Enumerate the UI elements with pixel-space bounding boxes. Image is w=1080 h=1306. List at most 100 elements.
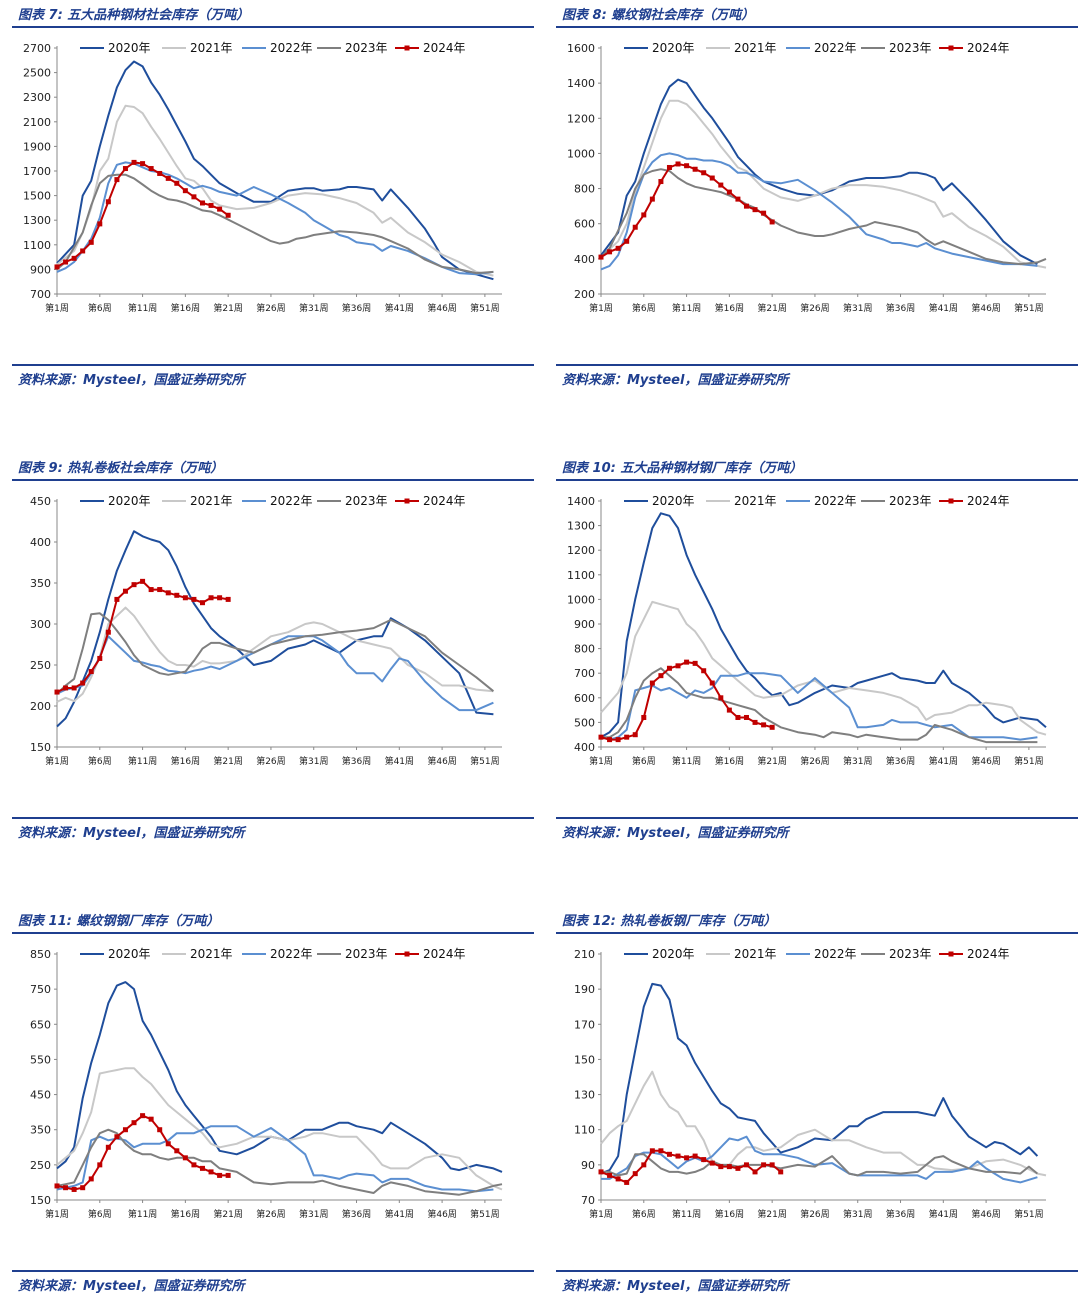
y-tick-label: 1500	[23, 190, 51, 203]
panel-title: 图表 10: 五大品种钢材钢厂库存（万吨）	[562, 461, 803, 476]
x-tick-label: 第16周	[171, 1208, 200, 1220]
data-point-marker	[624, 1179, 630, 1185]
data-point-marker	[114, 1134, 120, 1140]
data-point-marker	[54, 264, 60, 270]
x-tick-label: 第1周	[45, 755, 69, 767]
data-point-marker	[217, 1172, 223, 1178]
data-point-marker	[131, 582, 137, 588]
data-point-marker	[598, 734, 604, 740]
line-chart: 14001300120011001000900800700600500400第1…	[567, 494, 1047, 767]
y-tick-label: 700	[574, 667, 595, 680]
data-point-marker	[199, 1165, 205, 1171]
y-tick-label: 750	[30, 983, 51, 996]
legend-label: 2023年	[345, 494, 388, 508]
legend-label: 2024年	[423, 494, 466, 508]
y-tick-label: 1700	[23, 165, 51, 178]
data-point-marker	[191, 1162, 197, 1168]
y-tick-label: 1200	[567, 112, 595, 125]
y-tick-label: 150	[30, 1194, 51, 1207]
data-point-marker	[148, 587, 154, 593]
legend-marker	[948, 498, 954, 504]
x-tick-label: 第26周	[256, 1208, 285, 1220]
data-point-marker	[658, 673, 664, 679]
data-point-marker	[157, 1127, 163, 1133]
data-point-marker	[649, 196, 655, 202]
data-point-marker	[632, 1171, 638, 1177]
data-point-marker	[174, 592, 180, 598]
data-point-marker	[615, 737, 621, 743]
data-point-marker	[54, 1183, 60, 1189]
data-point-marker	[607, 1172, 613, 1178]
data-point-marker	[607, 249, 613, 255]
data-point-marker	[641, 1162, 647, 1168]
x-tick-label: 第11周	[672, 1208, 701, 1220]
x-tick-label: 第26周	[256, 755, 285, 767]
data-point-marker	[649, 1148, 655, 1154]
series-line	[600, 1149, 782, 1184]
source-note: 资料来源：Mysteel，国盛证券研究所	[18, 826, 245, 841]
y-tick-label: 200	[30, 700, 51, 713]
y-tick-label: 150	[30, 741, 51, 754]
chart-panel: 图表 10: 五大品种钢材钢厂库存（万吨） 1400 1300 1200 1100 10…	[556, 453, 1078, 853]
panel-footer: 资料来源：Mysteel，国盛证券研究所	[556, 817, 1078, 841]
y-tick-label: 110	[574, 1124, 595, 1137]
legend-label: 2021年	[734, 494, 777, 508]
panel-footer: 资料来源：Mysteel，国盛证券研究所	[556, 1270, 1078, 1294]
data-point-marker	[80, 1185, 86, 1191]
x-tick-label: 第51周	[1014, 1208, 1043, 1220]
y-tick-label: 2700	[23, 42, 51, 55]
legend-marker	[404, 498, 410, 504]
data-point-marker	[182, 1155, 188, 1161]
data-point-marker	[199, 200, 205, 206]
data-point-marker	[140, 1113, 146, 1119]
legend-label: 2023年	[889, 41, 932, 55]
series-line	[600, 512, 1047, 739]
x-tick-label: 第36周	[342, 302, 371, 314]
x-tick-label: 第16周	[171, 302, 200, 314]
data-point-marker	[701, 668, 707, 674]
data-point-marker	[97, 221, 103, 227]
data-point-marker	[208, 595, 214, 601]
x-tick-label: 第16周	[715, 755, 744, 767]
legend-label: 2020年	[108, 494, 151, 508]
data-point-marker	[632, 732, 638, 738]
data-point-marker	[607, 737, 613, 743]
x-tick-label: 第31周	[843, 1208, 872, 1220]
data-point-marker	[778, 1169, 784, 1175]
x-tick-label: 第11周	[672, 302, 701, 314]
x-tick-label: 第1周	[45, 1208, 69, 1220]
x-tick-label: 第41周	[929, 1208, 958, 1220]
data-point-marker	[666, 665, 672, 671]
legend-label: 2020年	[108, 41, 151, 55]
data-point-marker	[658, 179, 664, 185]
data-point-marker	[182, 188, 188, 194]
y-tick-label: 170	[574, 1018, 595, 1031]
y-tick-label: 250	[30, 659, 51, 672]
legend-label: 2022年	[270, 41, 313, 55]
data-point-marker	[71, 1186, 77, 1192]
series-line	[600, 672, 1038, 741]
y-tick-label: 2100	[23, 116, 51, 129]
series-line	[600, 1070, 1047, 1177]
series-line	[56, 612, 495, 695]
data-point-marker	[225, 1172, 231, 1178]
chart-panel: 图表 8: 螺纹钢社会库存（万吨） 1600 1400 1200 1000 800 600…	[556, 0, 1078, 400]
panel-footer: 资料来源：Mysteel，国盛证券研究所	[12, 817, 534, 841]
x-tick-label: 第6周	[632, 755, 656, 767]
x-tick-label: 第31周	[843, 302, 872, 314]
legend-label: 2023年	[889, 947, 932, 961]
series-line	[56, 1067, 503, 1191]
panel-title: 图表 9: 热轧卷板社会库存（万吨）	[18, 461, 224, 476]
legend-marker	[404, 951, 410, 957]
y-tick-label: 70	[581, 1194, 595, 1207]
x-tick-label: 第36周	[342, 755, 371, 767]
data-point-marker	[191, 596, 197, 602]
series-line	[56, 981, 503, 1173]
data-point-marker	[615, 245, 621, 251]
data-point-marker	[140, 578, 146, 584]
x-tick-label: 第11周	[672, 755, 701, 767]
data-point-marker	[641, 714, 647, 720]
x-tick-label: 第1周	[45, 302, 69, 314]
y-tick-label: 900	[30, 263, 51, 276]
legend-label: 2022年	[814, 494, 857, 508]
